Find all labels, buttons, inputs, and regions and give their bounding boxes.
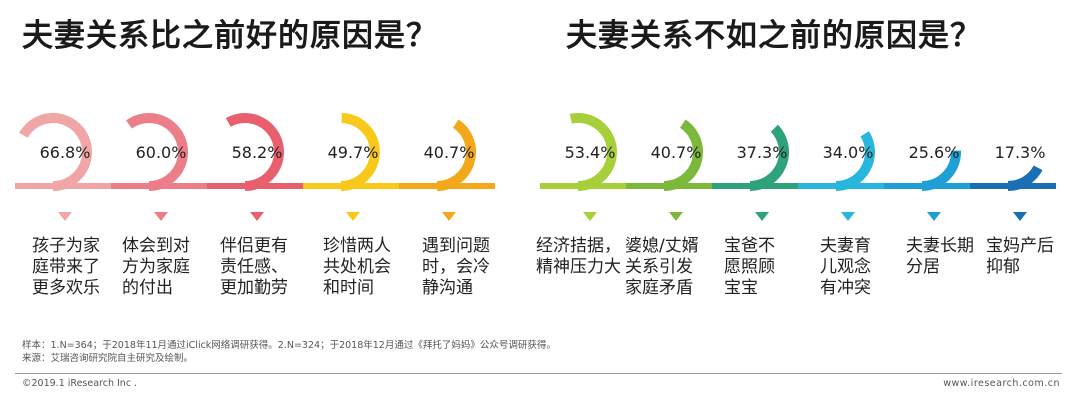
pointer-triangle [58,212,72,221]
category-label: 伴侣更有 责任感、 更加勤劳 [220,236,288,298]
value-label: 34.0% [823,143,874,162]
value-arc [436,119,476,191]
category-label: 婆媳/丈婿 关系引发 家庭矛盾 [625,236,699,298]
website: www.iresearch.com.cn [943,378,1060,389]
pointer-triangle [755,212,769,221]
value-label: 40.7% [424,143,475,162]
sample-notes: 样本：1.N=364；于2018年11月通过iClick网络调研获得。2.N=3… [22,339,556,365]
category-label: 珍惜两人 共处机会 和时间 [323,236,391,298]
category-label: 孩子为家 庭带来了 更多欢乐 [32,236,100,298]
category-label: 遇到问题 时，会冷 静沟通 [422,236,490,298]
value-label: 58.2% [232,143,283,162]
value-arc [749,124,789,191]
value-arc [225,113,284,191]
value-label: 40.7% [651,143,702,162]
value-label: 49.7% [328,143,379,162]
footer-divider [15,373,1062,374]
category-label: 宝爸不 愿照顾 宝宝 [724,236,775,298]
value-label: 53.4% [565,143,616,162]
value-arc [19,113,92,191]
reasons-chart: 66.8% 60.0% 58.2% 49.7% 40.7% 53.4% 40.7% 37.3%… [15,113,1056,221]
category-label: 经济拮据， 精神压力大 [536,236,621,277]
pointer-triangle [583,212,597,221]
pointer-triangle [927,212,941,221]
category-label: 夫妻长期 分居 [906,236,974,277]
pointer-triangle [250,212,264,221]
source-note: 来源：艾瑞咨询研究院自主研究及绘制。 [22,353,194,364]
value-arc [126,113,188,191]
value-arc [1007,165,1043,191]
value-arc [921,150,961,191]
value-label: 25.6% [909,143,960,162]
panel-title-positive: 夫妻关系比之前好的原因是？ [22,18,438,54]
pointer-triangle [154,212,168,221]
value-label: 60.0% [136,143,187,162]
category-label: 夫妻育 儿观念 有冲突 [820,236,871,298]
category-label: 宝妈产后 抑郁 [986,236,1054,277]
sample-note: 样本：1.N=364；于2018年11月通过iClick网络调研获得。2.N=3… [22,340,556,351]
value-arc [835,131,875,191]
value-label: 17.3% [995,143,1046,162]
panel-title-negative: 夫妻关系不如之前的原因是？ [566,18,982,54]
category-label: 体会到对 方为家庭 的付出 [122,236,190,298]
pointer-triangle [1013,212,1027,221]
value-arc [569,113,617,191]
value-label: 37.3% [737,143,788,162]
copyright: ©2019.1 iResearch Inc . [22,378,138,389]
pointer-triangle [841,212,855,221]
value-arc [663,119,703,191]
pointer-triangle [442,212,456,221]
pointer-triangle [346,212,360,221]
value-label: 66.8% [40,143,91,162]
pointer-triangle [669,212,683,221]
value-arc [340,113,380,191]
